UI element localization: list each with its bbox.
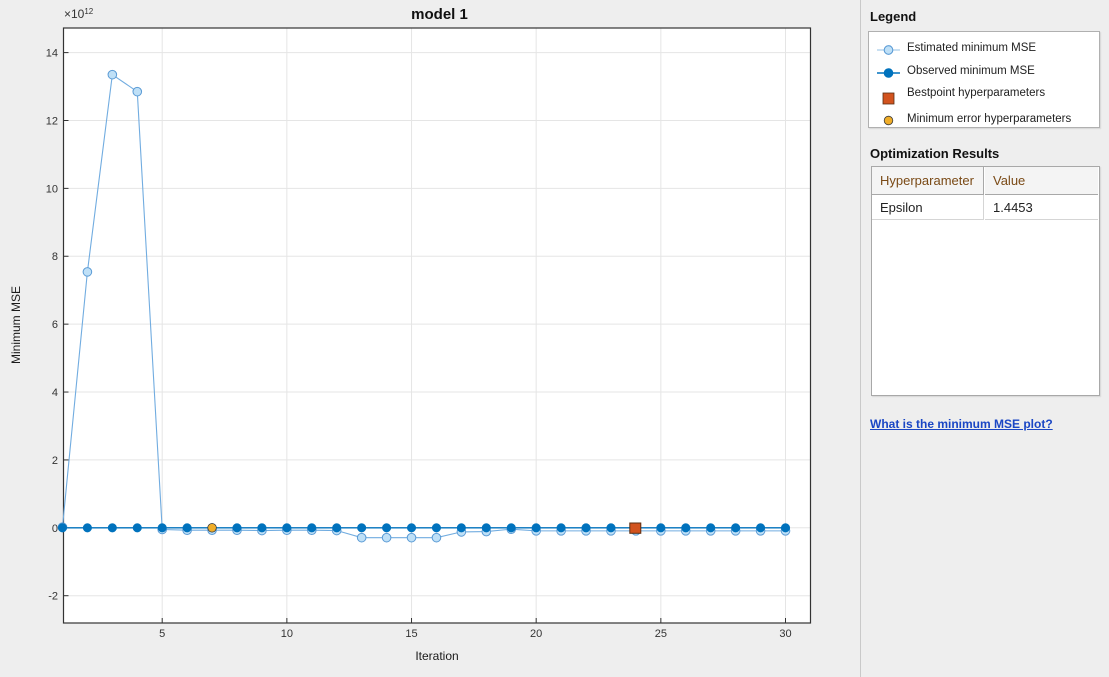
- svg-text:10: 10: [46, 183, 58, 195]
- svg-text:20: 20: [530, 628, 542, 640]
- svg-text:12: 12: [46, 115, 58, 127]
- svg-text:Iteration: Iteration: [415, 649, 458, 663]
- svg-text:2: 2: [52, 455, 58, 467]
- svg-text:×1012: ×1012: [64, 7, 94, 22]
- svg-text:6: 6: [52, 319, 58, 331]
- svg-text:0: 0: [52, 523, 58, 535]
- svg-text:5: 5: [159, 628, 165, 640]
- svg-text:30: 30: [779, 628, 791, 640]
- svg-text:25: 25: [655, 628, 667, 640]
- svg-text:-2: -2: [48, 591, 58, 603]
- svg-text:15: 15: [405, 628, 417, 640]
- svg-text:Minimum MSE: Minimum MSE: [9, 286, 23, 364]
- svg-text:10: 10: [281, 628, 293, 640]
- svg-text:8: 8: [52, 251, 58, 263]
- svg-text:14: 14: [46, 48, 58, 60]
- svg-text:4: 4: [52, 387, 58, 399]
